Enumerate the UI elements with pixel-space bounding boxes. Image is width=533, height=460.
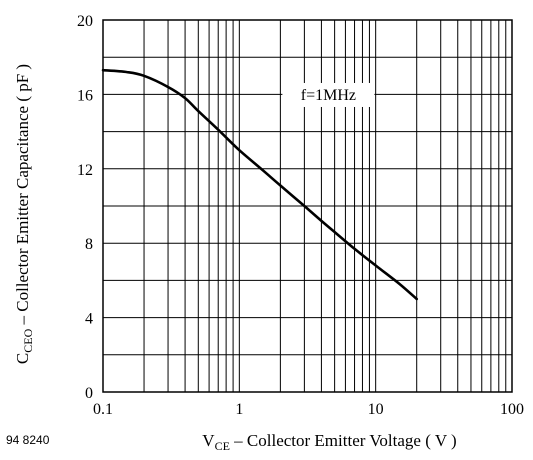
- x-axis-label: VCE – Collector Emitter Voltage ( V ): [202, 431, 456, 453]
- y-tick-label: 0: [85, 385, 93, 402]
- plot-frame: [102, 19, 513, 393]
- x-tick-label: 10: [368, 401, 384, 418]
- y-tick-label: 4: [85, 311, 93, 328]
- y-tick-label: 12: [77, 162, 93, 179]
- x-tick-label: 0.1: [93, 401, 113, 418]
- y-tick-labels: 0 4 8 12 16 20: [77, 13, 93, 402]
- y-tick-label: 8: [85, 236, 93, 253]
- annotation-background: [282, 82, 375, 107]
- y-axis-label: CCEO – Collector Emitter Capacitance ( p…: [13, 64, 35, 364]
- x-tick-label: 100: [500, 401, 524, 418]
- chart-grid: [103, 20, 512, 392]
- frequency-annotation: f=1MHz: [301, 87, 356, 104]
- figure-reference-code: 94 8240: [6, 433, 50, 447]
- y-tick-label: 20: [77, 13, 93, 30]
- x-tick-labels: 0.1 1 10 100: [93, 401, 524, 418]
- x-tick-label: 1: [235, 401, 243, 418]
- capacitance-curve: [101, 68, 418, 301]
- y-tick-label: 16: [77, 87, 93, 104]
